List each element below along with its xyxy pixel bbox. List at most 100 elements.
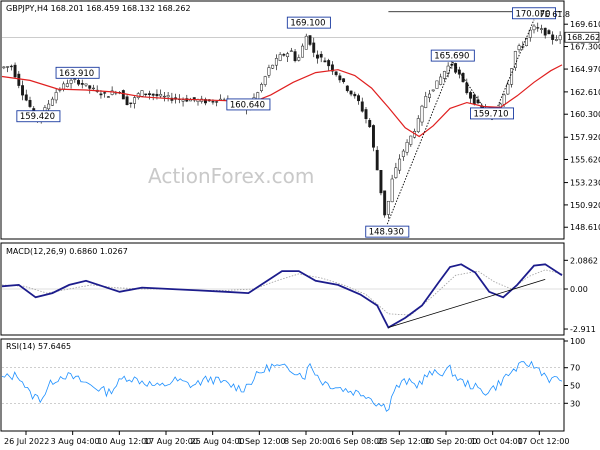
- candle-body: [144, 93, 148, 95]
- candle-body: [103, 92, 107, 94]
- candle-body: [540, 28, 543, 30]
- candle-body: [92, 87, 95, 90]
- last-price-tag: [564, 31, 600, 43]
- candle-body: [457, 69, 461, 75]
- candle-body: [528, 29, 532, 38]
- candle-body: [345, 85, 349, 92]
- candle-body: [286, 53, 290, 58]
- candle-body: [330, 64, 334, 72]
- candle-body: [532, 25, 536, 31]
- candle-body: [110, 90, 114, 95]
- candle-body: [88, 85, 92, 89]
- candle-body: [424, 96, 428, 108]
- x-tick-label: 3 Aug 04:00: [51, 437, 100, 446]
- candle-body: [129, 102, 133, 104]
- candle-body: [24, 94, 28, 101]
- candle-body: [357, 95, 360, 102]
- candle-body: [353, 93, 357, 97]
- candle-body: [77, 80, 80, 85]
- rsi-header: RSI(14) 57.6465: [6, 342, 71, 351]
- candle-body: [554, 39, 558, 41]
- candle-body: [547, 30, 551, 35]
- rsi-y-tick-label: 70: [570, 364, 580, 373]
- x-tick-label: 16 Sep 08:00: [331, 437, 384, 446]
- candle-body: [151, 93, 155, 96]
- candle-body: [125, 96, 129, 106]
- candle-body: [308, 35, 312, 45]
- candle-body: [80, 83, 84, 85]
- macd-y-tick-label: 2.0862: [570, 256, 598, 265]
- candle-body: [327, 60, 331, 67]
- price-annotation-box: [365, 225, 410, 238]
- price-annotation-label: 159.710: [473, 109, 508, 119]
- x-tick-label: 30 Sep 20:00: [424, 437, 477, 446]
- candle-body: [323, 60, 327, 63]
- price-layer: 169.610 167.300 164.970 162.610 160.300 157.9…: [1, 7, 600, 238]
- rsi-line: [1, 360, 563, 412]
- candle-body: [349, 90, 353, 95]
- macd-signal-line: [1, 269, 563, 316]
- candle-body: [319, 53, 323, 58]
- price-y-tick-label: 160.300: [570, 110, 600, 119]
- candle-body: [9, 65, 13, 68]
- price-y-tick-label: 162.610: [570, 88, 600, 97]
- rsi-layer: 100 70 50 30: [1, 337, 585, 412]
- candle-body: [472, 94, 476, 105]
- candle-body: [106, 96, 110, 98]
- fe-label: FE 61.8: [540, 10, 570, 19]
- price-annotation-label: 169.100: [290, 19, 325, 29]
- candle-body: [383, 190, 387, 216]
- candle-body: [394, 167, 398, 178]
- candle-body: [431, 89, 435, 92]
- price-annotation-label: 159.420: [20, 112, 55, 122]
- candle-body: [6, 66, 10, 68]
- candle-body: [267, 67, 271, 76]
- macd-layer: 2.0862 0.00 -2.911: [1, 256, 598, 334]
- candle-body: [360, 101, 364, 112]
- price-annotation-label: 165.690: [434, 52, 469, 62]
- candle-body: [278, 54, 282, 61]
- candle-body: [62, 83, 66, 90]
- dotted-line-projection: [491, 19, 535, 121]
- rsi-y-tick-label: 50: [570, 382, 580, 391]
- candle-body: [465, 82, 469, 94]
- rsi-y-tick-label: 100: [570, 337, 585, 346]
- watermark: ActionForex.com: [148, 164, 314, 188]
- candle-body: [338, 75, 342, 81]
- candle-body: [274, 58, 278, 66]
- x-tick-label: 23 Sep 12:00: [377, 437, 430, 446]
- candle-body: [17, 73, 21, 86]
- rsi-y-tick-label: 30: [570, 399, 580, 408]
- candle-body: [271, 64, 275, 69]
- price-y-tick-label: 164.970: [570, 65, 600, 74]
- candle-body: [525, 37, 528, 46]
- x-tick-label: 26 Jul 2022: [4, 437, 49, 446]
- price-annotation-label: 170.070: [515, 9, 550, 19]
- price-annotation-box: [470, 107, 515, 120]
- candle-body: [416, 118, 420, 133]
- candle-body: [256, 92, 260, 100]
- x-tick-label: 10 Oct 04:00: [471, 437, 523, 446]
- candle-body: [375, 149, 379, 171]
- dotted-line-rise: [386, 61, 454, 225]
- price-y-tick-label: 150.920: [570, 201, 600, 210]
- candle-body: [386, 200, 390, 215]
- candle-body: [368, 120, 372, 128]
- candle-body: [364, 109, 368, 119]
- candle-body: [162, 95, 166, 98]
- candle-body: [543, 27, 547, 36]
- candle-body: [84, 83, 88, 86]
- candle-body: [159, 93, 163, 97]
- rsi-panel: [0, 338, 565, 432]
- macd-trendline: [388, 278, 546, 328]
- price-y-tick-label: 155.620: [570, 155, 600, 164]
- candle-body: [558, 35, 562, 41]
- candle-body: [312, 42, 316, 53]
- candle-body: [263, 76, 267, 85]
- candle-body: [316, 54, 319, 59]
- moving-average-line: [1, 64, 563, 138]
- candle-body: [69, 79, 73, 84]
- candle-body: [502, 94, 506, 105]
